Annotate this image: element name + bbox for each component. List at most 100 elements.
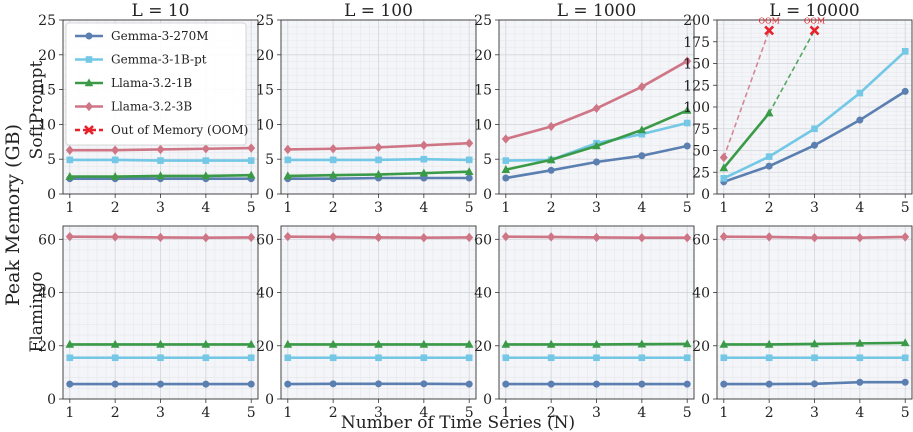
- oom-label: OOM: [804, 16, 825, 25]
- data-point-llama-3-2-1b: [501, 339, 511, 348]
- data-point-gemma-3-270m: [374, 380, 382, 388]
- data-point-gemma-3-1b-pt: [593, 354, 600, 362]
- plot-frame: [62, 225, 259, 400]
- x-tick-label: 4: [419, 405, 428, 421]
- data-point-gemma-3-1b-pt: [547, 354, 555, 362]
- data-point-llama-3-2-1b: [637, 125, 647, 134]
- data-point-gemma-3-270m: [329, 380, 337, 388]
- y-tick-label: 20: [256, 48, 274, 64]
- y-tick-label: 0: [47, 187, 56, 203]
- data-point-gemma-3-270m: [502, 174, 510, 182]
- data-point-gemma-3-1b-pt: [247, 354, 255, 362]
- y-tick-label: 10: [474, 117, 492, 133]
- data-point-llama-3-2-1b: [592, 141, 601, 150]
- y-tick-label: 100: [683, 100, 710, 116]
- y-tick-label: 0: [47, 392, 56, 408]
- y-tick-label: 60: [474, 232, 492, 248]
- data-point-gemma-3-270m: [592, 158, 600, 166]
- data-point-gemma-3-270m: [810, 141, 818, 149]
- legend-label: Llama-3.2-1B: [111, 76, 192, 90]
- data-point-llama-3-2-1b: [283, 171, 293, 180]
- x-tick-label: 1: [283, 200, 292, 216]
- row-label-flamingo: Flamingo: [27, 272, 47, 353]
- series-gemma-3-1b-pt: [66, 354, 255, 362]
- data-point-gemma-3-1b-pt: [284, 354, 292, 362]
- plot-frame: [498, 19, 695, 195]
- data-point-llama-3-2-1b: [764, 339, 774, 348]
- plot-frame: [280, 19, 477, 195]
- data-point-gemma-3-1b-pt: [683, 119, 691, 127]
- data-point-llama-3-2-1b: [764, 108, 774, 117]
- panel-title: L = 10: [132, 1, 190, 21]
- data-point-gemma-3-270m: [502, 380, 510, 388]
- data-point-gemma-3-1b-pt: [720, 354, 728, 362]
- legend-marker-out-of-memory-oom: [84, 125, 94, 135]
- y-tick-label: 20: [38, 48, 56, 64]
- data-point-gemma-3-1b-pt: [111, 354, 119, 362]
- data-point-gemma-3-270m: [765, 380, 773, 388]
- figure-ylabel: Peak Memory (GB): [2, 124, 24, 306]
- data-point-llama-3-2-3b: [547, 232, 556, 242]
- y-tick-label: 25: [38, 13, 56, 29]
- legend-entry-gemma-3-270m: Gemma-3-270M: [75, 29, 209, 43]
- y-tick-label: 0: [265, 392, 274, 408]
- data-point-llama-3-2-1b: [246, 170, 256, 179]
- y-tick-label: 75: [692, 122, 710, 138]
- data-point-llama-3-2-3b: [501, 231, 510, 242]
- legend-marker-llama-3-2-3b: [85, 101, 93, 112]
- data-point-llama-3-2-1b: [501, 165, 511, 173]
- data-point-gemma-3-270m: [420, 380, 428, 388]
- data-point-llama-3-2-3b: [592, 103, 601, 114]
- x-tick-label: 4: [419, 200, 428, 216]
- series-gemma-3-270m: [502, 380, 691, 388]
- x-tick-label: 5: [683, 200, 692, 216]
- x-tick-label: 3: [156, 405, 165, 421]
- data-point-llama-3-2-1b: [592, 339, 601, 348]
- data-point-gemma-3-1b-pt: [202, 157, 210, 164]
- plot-frame: [716, 19, 913, 195]
- y-tick-label: 60: [38, 232, 56, 248]
- data-point-llama-3-2-1b: [719, 339, 729, 348]
- x-tick-label: 5: [247, 200, 256, 216]
- data-point-gemma-3-1b-pt: [66, 354, 74, 362]
- legend-marker-gemma-3-270m: [85, 32, 93, 40]
- y-tick-label: 60: [256, 232, 274, 248]
- data-point-gemma-3-1b-pt: [157, 354, 164, 362]
- legend-entry-out-of-memory-oom: Out of Memory (OOM): [75, 123, 248, 137]
- legend-label: Llama-3.2-3B: [111, 100, 192, 114]
- data-point-gemma-3-270m: [810, 380, 818, 388]
- data-point-gemma-3-1b-pt: [284, 156, 292, 164]
- x-tick-label: 4: [637, 405, 646, 421]
- series-llama-3-2-3b: [501, 231, 692, 243]
- data-point-gemma-3-1b-pt: [901, 354, 909, 362]
- y-tick-label: 15: [474, 83, 492, 99]
- data-point-gemma-3-1b-pt: [465, 156, 473, 164]
- panel-title: L = 10000: [769, 1, 859, 21]
- series-gemma-3-270m: [66, 380, 255, 388]
- x-tick-label: 5: [465, 200, 474, 216]
- data-point-llama-3-2-1b: [201, 171, 211, 180]
- y-tick-label: 0: [483, 187, 492, 203]
- data-point-llama-3-2-1b: [682, 105, 692, 114]
- data-point-llama-3-2-1b: [419, 339, 429, 348]
- y-tick-label: 0: [701, 187, 710, 203]
- x-tick-label: 5: [901, 200, 910, 216]
- y-tick-label: 15: [256, 83, 274, 99]
- data-point-llama-3-2-3b: [901, 232, 910, 242]
- x-tick-label: 1: [65, 200, 74, 216]
- data-point-llama-3-2-1b: [156, 171, 165, 180]
- panel-flamingo-l-10000: 0 20 40 60 1 2 3 4 5: [692, 225, 913, 421]
- data-point-gemma-3-1b-pt: [765, 153, 773, 160]
- y-tick-label: 5: [265, 152, 274, 168]
- data-point-gemma-3-1b-pt: [502, 354, 510, 362]
- data-point-llama-3-2-1b: [110, 171, 120, 180]
- data-point-llama-3-2-1b: [546, 339, 556, 348]
- data-point-gemma-3-270m: [856, 378, 864, 386]
- data-point-llama-3-2-3b: [547, 121, 556, 132]
- data-point-llama-3-2-3b: [201, 144, 210, 154]
- data-point-gemma-3-1b-pt: [202, 354, 210, 362]
- oom-line-llama-3-2-3b: [723, 30, 770, 158]
- data-point-llama-3-2-1b: [156, 339, 165, 348]
- x-tick-label: 5: [683, 405, 692, 421]
- y-tick-label: 20: [474, 48, 492, 64]
